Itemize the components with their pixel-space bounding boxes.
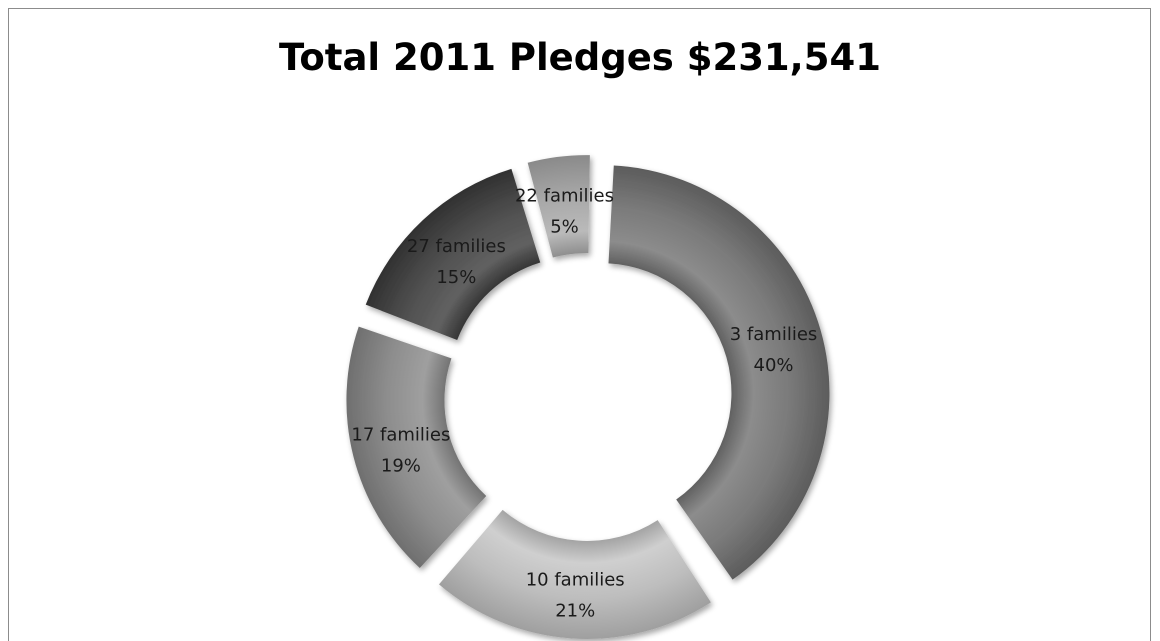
donut-slice — [608, 165, 830, 580]
slice-label: 17 families — [351, 424, 450, 445]
donut-slice — [527, 155, 590, 258]
chart-frame — [8, 8, 1151, 641]
donut-slice — [438, 509, 711, 639]
slice-label: 10 families — [526, 570, 625, 591]
slice-label: 3 families — [730, 324, 818, 345]
slice-label: 27 families — [407, 236, 506, 257]
slice-percent-label: 19% — [381, 455, 421, 476]
slice-percent-label: 40% — [754, 355, 794, 376]
donut-slice — [365, 168, 541, 340]
donut-slice — [346, 326, 487, 568]
slice-label: 22 families — [515, 185, 614, 206]
slice-percent-label: 5% — [550, 216, 579, 237]
chart-title: Total 2011 Pledges $231,541 — [279, 36, 881, 79]
slice-percent-label: 21% — [555, 601, 595, 622]
slice-percent-label: 15% — [436, 267, 476, 288]
